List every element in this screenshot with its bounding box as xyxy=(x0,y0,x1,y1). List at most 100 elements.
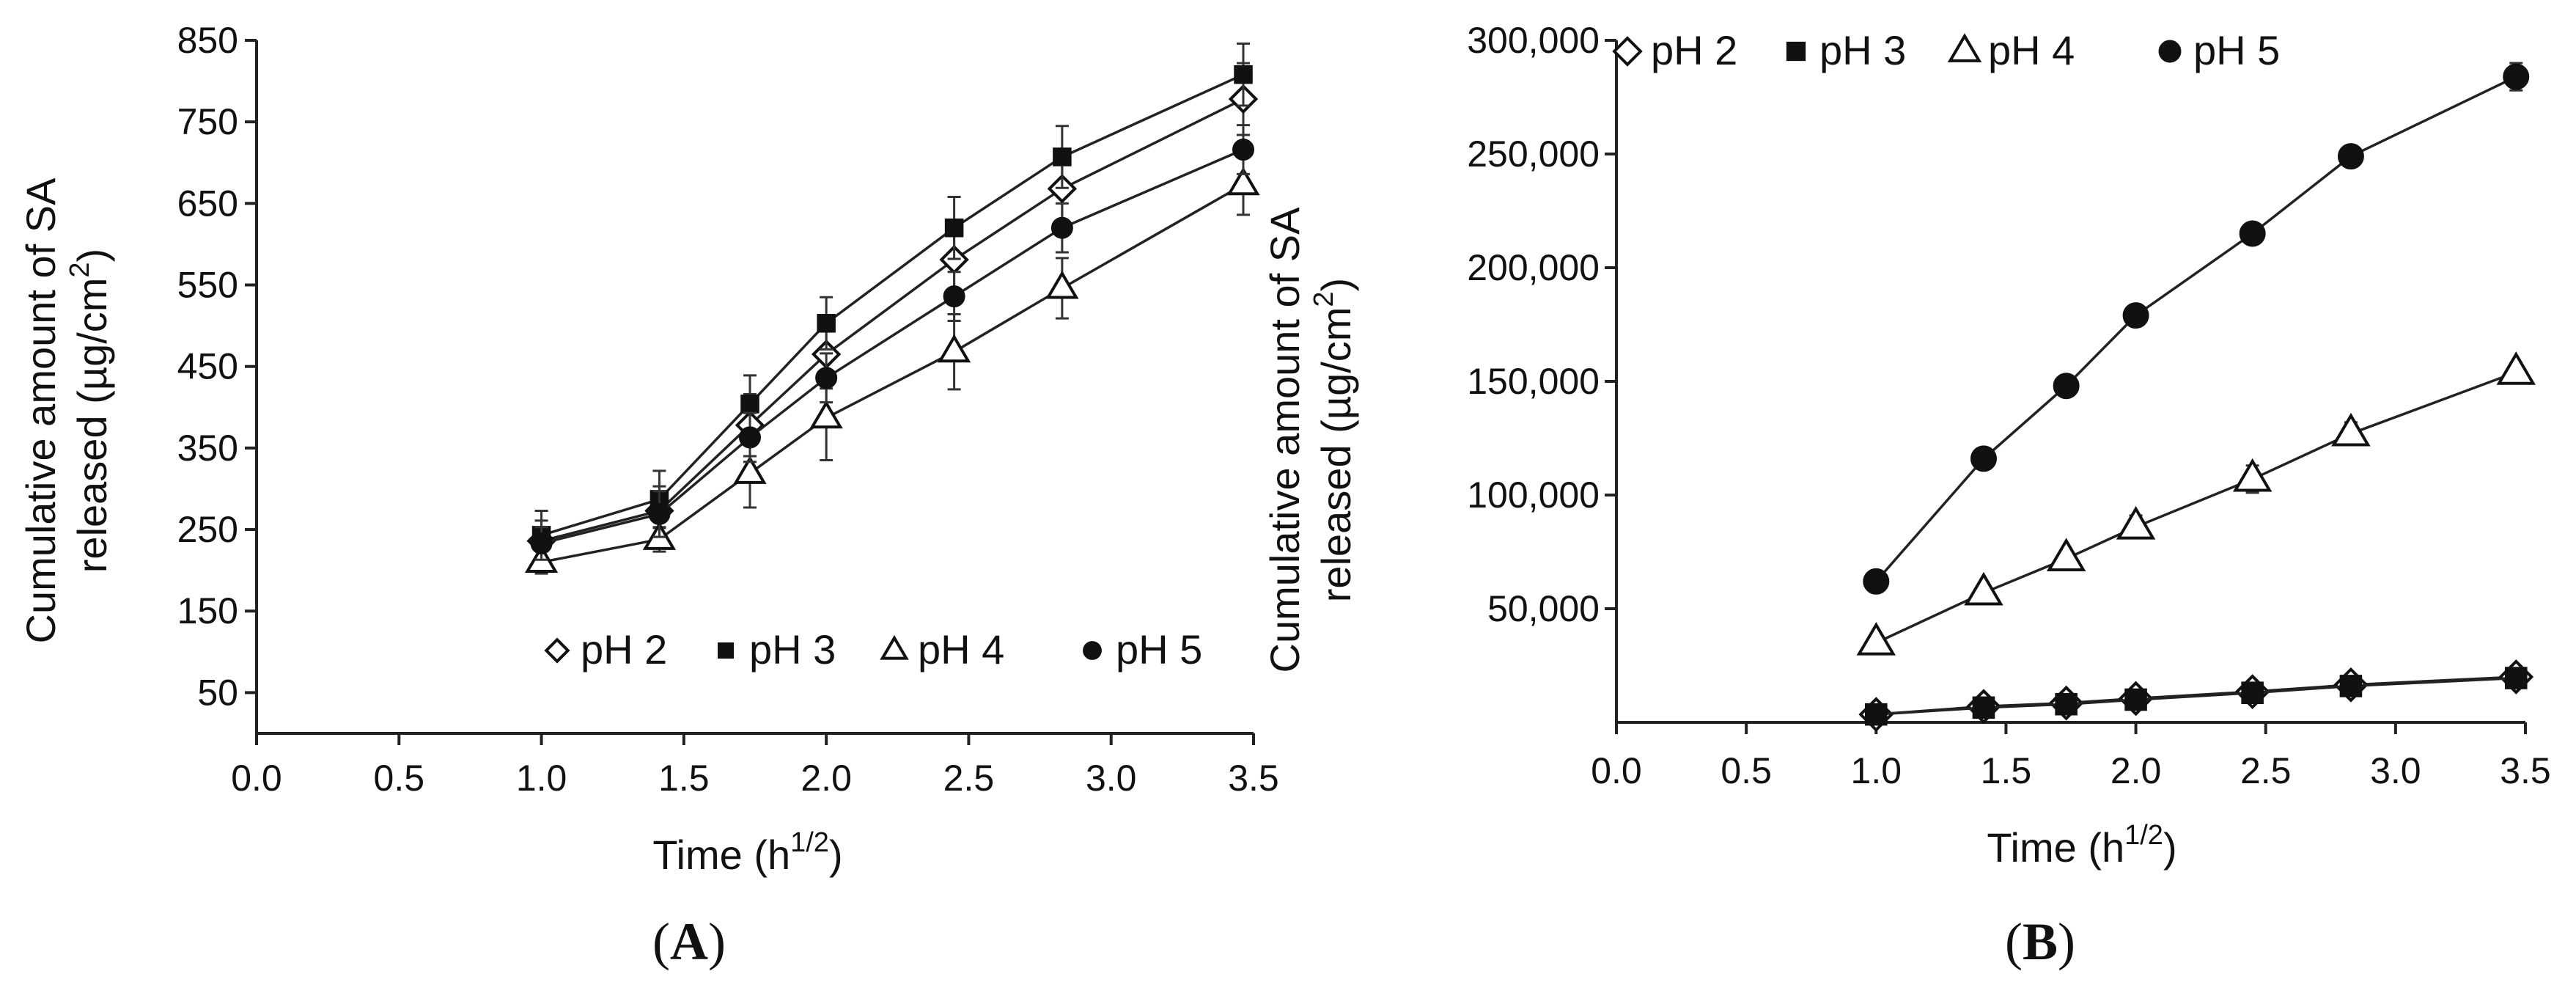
y-tick-label: 250 xyxy=(177,509,238,550)
legend-label: pH 2 xyxy=(1651,27,1737,73)
series-ph-4 xyxy=(524,153,1260,575)
panel-label: (A) xyxy=(652,912,726,971)
data-point xyxy=(1234,65,1253,84)
x-tick-label: 1.0 xyxy=(516,758,567,799)
data-point xyxy=(733,455,767,484)
data-point xyxy=(1053,147,1072,166)
x-axis-title: Time (h1/2) xyxy=(652,827,842,878)
y-tick-label: 150 xyxy=(177,590,238,631)
x-tick-label: 2.0 xyxy=(801,758,852,799)
x-tick-label: 0.0 xyxy=(1591,750,1642,791)
y-axis-title-line2: released (µg/cm2) xyxy=(65,249,115,573)
data-point xyxy=(2496,351,2536,385)
legend-marker xyxy=(1947,33,1982,62)
x-tick-label: 3.5 xyxy=(2500,750,2551,791)
panel-a: 0.0 0.5 1.0 1.5 2.0 2.5 3.0 3.5 50 150 250 350 450 55… xyxy=(18,20,1279,971)
data-point xyxy=(937,334,971,363)
x-tick-label: 2.5 xyxy=(2240,750,2292,791)
legend-label: pH 5 xyxy=(2193,27,2280,73)
data-point xyxy=(2116,505,2156,540)
y-tick-label: 850 xyxy=(177,20,238,61)
legend-marker xyxy=(718,642,734,659)
data-point xyxy=(817,314,836,333)
data-point xyxy=(2122,302,2149,329)
legend: pH 2 pH 3 pH 4 pH 5 xyxy=(544,626,1202,673)
series-ph-5 xyxy=(1863,62,2530,595)
data-point xyxy=(1856,622,1896,656)
x-tick-label: 0.5 xyxy=(1721,750,1772,791)
y-axis-title-line1: Cumulative amount of SA xyxy=(1262,207,1308,673)
legend-marker xyxy=(1612,36,1643,67)
y-tick-label: 550 xyxy=(177,265,238,306)
data-point xyxy=(2241,681,2264,704)
data-point xyxy=(2055,692,2078,716)
data-point xyxy=(815,367,838,389)
series-line xyxy=(541,148,1244,545)
legend-label: pH 3 xyxy=(749,626,836,673)
x-tick-label: 2.5 xyxy=(943,758,995,799)
y-axis-title: Cumulative amount of SA released (µg/cm2) xyxy=(18,177,115,644)
data-point xyxy=(1863,568,1890,595)
series-line xyxy=(541,183,1244,564)
y-tick-label: 350 xyxy=(177,428,238,469)
data-point xyxy=(2046,538,2086,571)
legend-marker xyxy=(880,634,909,660)
data-point xyxy=(740,395,759,414)
series-ph-3 xyxy=(1865,667,2528,726)
data-point xyxy=(2331,412,2371,447)
legend-label: pH 5 xyxy=(1116,626,1202,673)
legend-label: pH 2 xyxy=(581,626,667,673)
legend-marker xyxy=(544,637,570,664)
x-tick-label: 1.5 xyxy=(1981,750,2032,791)
data-point xyxy=(2124,688,2147,711)
data-point xyxy=(2239,220,2266,247)
x-tick-label: 3.0 xyxy=(1086,758,1137,799)
data-point xyxy=(2339,675,2363,697)
series-ph-5 xyxy=(530,124,1255,561)
data-point xyxy=(1865,703,1888,726)
y-tick-label: 650 xyxy=(177,183,238,224)
y-axis-title-line2: released (µg/cm2) xyxy=(1309,278,1359,602)
data-point xyxy=(2053,373,2080,400)
data-point xyxy=(530,532,553,554)
data-point xyxy=(648,502,671,525)
panel-b: 0.0 0.5 1.0 1.5 2.0 2.5 3.0 3.5 50,000 100,000 150… xyxy=(1262,20,2551,971)
data-point xyxy=(2503,63,2530,90)
series-ph-4 xyxy=(1856,351,2536,656)
x-tick-label: 1.0 xyxy=(1851,750,1902,791)
data-point xyxy=(2337,143,2364,170)
y-axis-title-line1: Cumulative amount of SA xyxy=(18,177,64,644)
data-point xyxy=(739,426,762,449)
y-tick-label: 150,000 xyxy=(1467,361,1600,402)
data-point xyxy=(1232,138,1255,161)
data-point xyxy=(1045,270,1079,299)
series-line xyxy=(1876,676,2517,716)
y-axis-title: Cumulative amount of SA released (µg/cm2) xyxy=(1262,207,1359,673)
data-point xyxy=(1970,445,1997,472)
y-tick-label: 50,000 xyxy=(1487,588,1600,629)
y-tick-label: 200,000 xyxy=(1467,247,1600,288)
x-tick-label: 1.5 xyxy=(658,758,710,799)
legend-marker xyxy=(1786,41,1806,62)
y-tick-label: 100,000 xyxy=(1467,474,1600,516)
data-point xyxy=(2232,458,2273,492)
panel-label: (B) xyxy=(2005,912,2075,971)
x-axis-title: Time (h1/2) xyxy=(1987,820,2176,871)
x-tick-label: 3.5 xyxy=(1228,758,1279,799)
legend: pH 2 pH 3 pH 4 pH 5 xyxy=(1612,27,2280,73)
data-point xyxy=(1050,216,1073,239)
x-tick-label: 0.5 xyxy=(374,758,425,799)
data-point xyxy=(1972,696,1995,719)
data-point xyxy=(944,218,964,238)
y-tick-label: 450 xyxy=(177,346,238,387)
series-line xyxy=(541,98,1244,543)
x-tick-label: 3.0 xyxy=(2370,750,2421,791)
series-line xyxy=(1874,76,2517,582)
data-point xyxy=(2504,667,2528,689)
x-tick-label: 0.0 xyxy=(231,758,282,799)
y-tick-label: 250,000 xyxy=(1467,133,1600,175)
y-tick-label: 300,000 xyxy=(1467,20,1600,61)
legend-marker xyxy=(2158,40,2182,63)
data-point xyxy=(1226,166,1260,196)
